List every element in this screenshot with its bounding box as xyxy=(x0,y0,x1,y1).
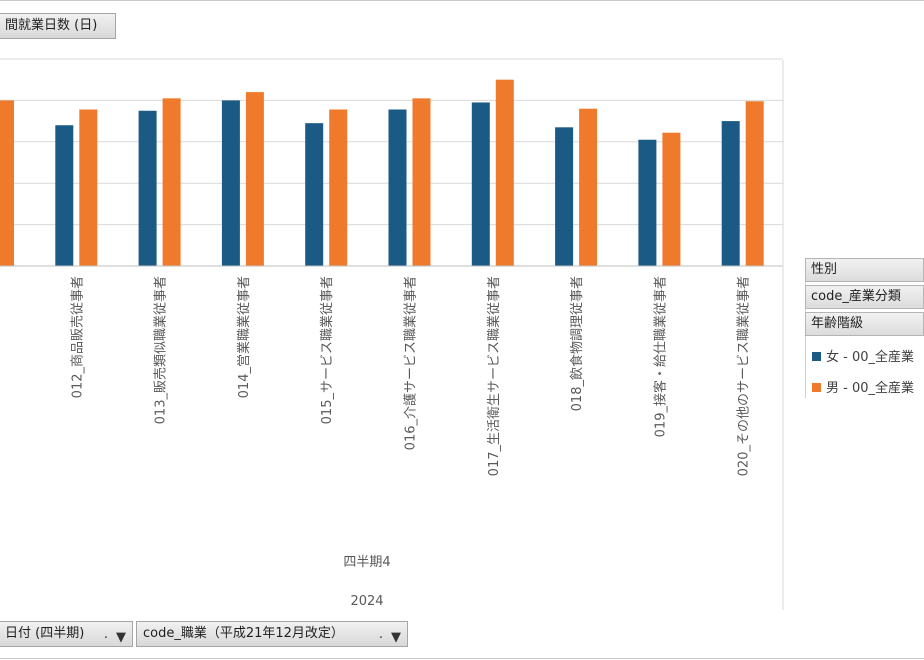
x-tick-label: 014_営業職業従事者 xyxy=(236,276,252,398)
bar-male[interactable] xyxy=(495,79,514,266)
bar-male[interactable] xyxy=(579,108,598,267)
x-tick-label: 020_その他のサービス職業従事者 xyxy=(736,276,752,476)
occupation-filter-label: code_職業（平成21年12月改定） xyxy=(143,626,344,641)
legend-entry-label: 女 - 00_全産業 xyxy=(826,350,914,365)
x-tick-label: 015_サービス職業従事者 xyxy=(319,276,335,424)
legend-field-age-group[interactable]: 年齢階級 xyxy=(805,312,924,336)
legend-field-gender[interactable]: 性別 xyxy=(805,258,924,282)
bar-female[interactable] xyxy=(221,100,240,267)
x-tick-label: 019_接客・給仕職業従事者 xyxy=(652,276,668,437)
legend-entry-female[interactable]: 女 - 00_全産業 xyxy=(812,346,914,365)
legend-field-industry[interactable]: code_産業分類 xyxy=(805,285,924,309)
legend-entry-male[interactable]: 男 - 00_全産業 xyxy=(812,377,914,396)
x-tick-label: 016_介護サービス職業従事者 xyxy=(403,276,419,450)
bar-female[interactable] xyxy=(388,109,407,267)
bar-female[interactable] xyxy=(555,127,574,266)
filter-funnel-icon[interactable]: ▼ xyxy=(391,630,401,645)
bar-male[interactable] xyxy=(329,109,348,267)
x-tick-label: 013_販売類似職業従事者 xyxy=(153,276,169,424)
bar-female[interactable] xyxy=(55,125,74,267)
date-filter-label: 日付 (四半期) xyxy=(5,626,85,641)
bar-female[interactable] xyxy=(471,102,490,266)
legend-swatch-female xyxy=(812,352,821,361)
bar-male[interactable] xyxy=(79,109,98,267)
sort-indicator-icon: . xyxy=(103,627,108,642)
filter-funnel-icon[interactable]: ▼ xyxy=(116,630,126,645)
x-tick-label: 012_商品販売従事者 xyxy=(69,276,85,398)
quarter-group-label: 四半期4 xyxy=(343,555,390,570)
value-field-label: 間就業日数 (日) xyxy=(5,18,98,33)
bar-male[interactable] xyxy=(0,100,14,267)
occupation-filter-button[interactable]: code_職業（平成21年12月改定） . ▼ xyxy=(136,621,408,647)
bar-female[interactable] xyxy=(305,123,324,266)
bar-male[interactable] xyxy=(662,132,681,266)
x-tick-label: 018_飲食物調理従事者 xyxy=(569,276,585,411)
bar-female[interactable] xyxy=(721,121,740,266)
bar-female[interactable] xyxy=(638,139,657,266)
bar-male[interactable] xyxy=(745,101,764,266)
year-group-label: 2024 xyxy=(350,594,383,609)
bar-male[interactable] xyxy=(412,98,431,266)
legend-entry-label: 男 - 00_全産業 xyxy=(826,381,914,396)
date-filter-button[interactable]: 日付 (四半期) . ▼ xyxy=(0,621,133,647)
value-field-button[interactable]: 間就業日数 (日) xyxy=(0,13,116,39)
bar-male[interactable] xyxy=(162,98,181,266)
top-frame-line xyxy=(0,0,924,1)
bars xyxy=(0,79,764,267)
sort-indicator-icon: . xyxy=(378,627,383,642)
bar-female[interactable] xyxy=(138,110,157,266)
x-tick-label: 017_生活衛生サービス職業従事者 xyxy=(486,276,502,476)
x-axis-labels: 012_商品販売従事者 013_販売類似職業従事者 014_営業職業従事者 015_サ… xyxy=(69,276,751,476)
bar-male[interactable] xyxy=(245,92,264,267)
legend-swatch-male xyxy=(812,383,821,392)
bottom-frame-line xyxy=(0,658,924,659)
